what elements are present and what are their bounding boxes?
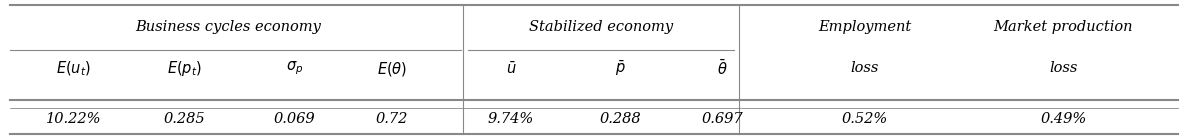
Text: $E(p_t)$: $E(p_t)$ xyxy=(166,59,202,78)
Text: $\bar{\theta}$: $\bar{\theta}$ xyxy=(718,59,727,78)
Text: 0.069: 0.069 xyxy=(273,112,316,126)
Text: 0.49%: 0.49% xyxy=(1041,112,1086,126)
Text: Stabilized economy: Stabilized economy xyxy=(529,20,674,34)
Text: $\bar{p}$: $\bar{p}$ xyxy=(615,59,625,78)
Text: loss: loss xyxy=(1049,62,1078,75)
Text: $\bar{u}$: $\bar{u}$ xyxy=(506,60,516,77)
Text: $E(u_t)$: $E(u_t)$ xyxy=(56,59,91,78)
Text: 0.288: 0.288 xyxy=(599,112,642,126)
Text: loss: loss xyxy=(851,62,879,75)
Text: 9.74%: 9.74% xyxy=(488,112,533,126)
Text: $E(\theta)$: $E(\theta)$ xyxy=(377,59,407,78)
Text: 0.285: 0.285 xyxy=(163,112,206,126)
Text: 10.22%: 10.22% xyxy=(46,112,101,126)
Text: 0.72: 0.72 xyxy=(375,112,409,126)
Text: 0.697: 0.697 xyxy=(701,112,744,126)
Text: Business cycles economy: Business cycles economy xyxy=(135,20,321,34)
Text: 0.52%: 0.52% xyxy=(842,112,887,126)
Text: $\sigma_p$: $\sigma_p$ xyxy=(286,60,303,77)
Text: Market production: Market production xyxy=(993,20,1133,34)
Text: Employment: Employment xyxy=(819,20,911,34)
